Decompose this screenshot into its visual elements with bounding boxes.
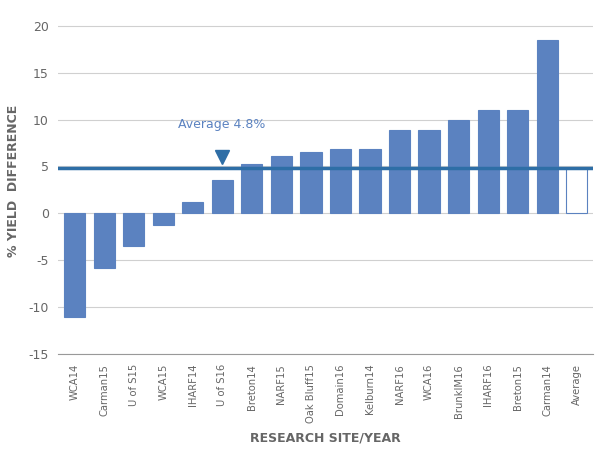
Bar: [389, 130, 410, 213]
Bar: [359, 149, 380, 213]
Bar: [182, 202, 203, 213]
Bar: [212, 179, 233, 213]
Bar: [152, 213, 174, 225]
Bar: [271, 156, 292, 213]
X-axis label: RESEARCH SITE/YEAR: RESEARCH SITE/YEAR: [250, 431, 401, 444]
Bar: [241, 164, 262, 213]
Bar: [330, 149, 351, 213]
Text: Average 4.8%: Average 4.8%: [178, 118, 265, 131]
Bar: [566, 168, 587, 213]
Y-axis label: % YIELD  DIFFERENCE: % YIELD DIFFERENCE: [7, 105, 20, 257]
Bar: [301, 152, 322, 213]
Bar: [123, 213, 145, 246]
Bar: [94, 213, 115, 268]
Bar: [478, 110, 499, 213]
Bar: [418, 130, 440, 213]
Bar: [536, 40, 558, 213]
Bar: [448, 120, 469, 213]
Bar: [507, 110, 529, 213]
Bar: [64, 213, 85, 317]
